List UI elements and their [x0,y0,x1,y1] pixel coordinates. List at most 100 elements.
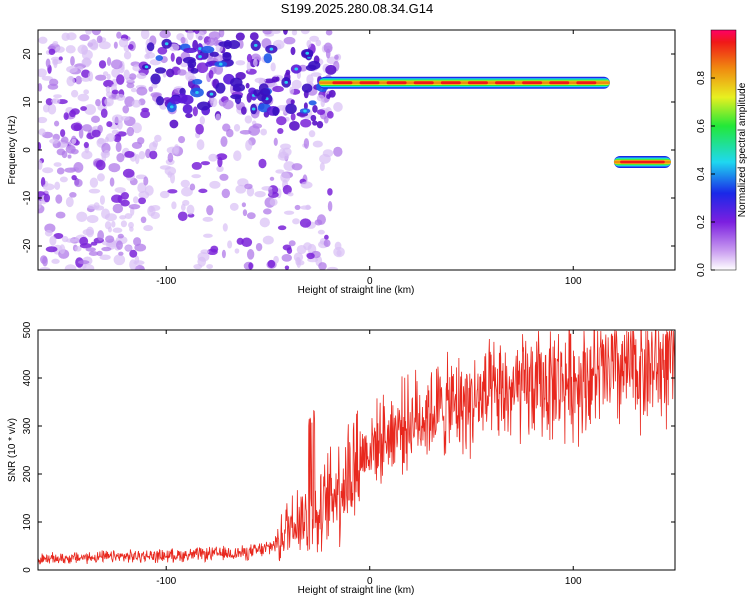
heatmap-cell [100,108,108,118]
heatmap-cell [283,210,295,215]
heatmap-cell [124,213,133,219]
heatmap-hot-cell [196,101,211,111]
heatmap-cell [129,226,134,232]
heatmap-cell [99,254,111,261]
heatmap-cell [70,56,75,66]
heatmap-cell [143,225,154,232]
heatmap-cell [98,41,111,50]
heatmap-cell [254,190,266,198]
heatmap-cell [82,264,95,270]
colorbar-tick-label: 0.4 [696,167,707,181]
heatmap-cell [111,220,116,228]
heatmap-cell [58,56,63,61]
heatmap-cell [81,69,91,78]
heatmap-cell [326,94,331,100]
heatmap-cell [303,138,310,149]
heatmap-peak-cell [169,105,174,109]
snr-y-tick-label: 200 [22,465,33,482]
heatmap-cell [116,74,125,85]
heatmap-cell [312,104,318,113]
snr-x-tick-label: -100 [156,576,176,587]
heatmap-cell [85,247,96,252]
heatmap-cell [38,142,42,151]
heatmap-cell [66,32,77,41]
colorbar-tick-label: 0.8 [696,71,707,85]
heatmap-hot-cell [230,77,243,88]
heatmap-cell [245,139,253,151]
heatmap-cell [210,245,219,253]
heatmap-cell [59,176,68,183]
heatmap-cell [88,71,94,82]
heatmap-cell [38,199,42,209]
heatmap-cell [103,149,110,156]
heatmap-cell [111,129,119,135]
heatmap-cell [96,35,103,44]
heatmap-cell [246,53,253,63]
heatmap-hot-cell [182,104,193,114]
spectrogram-y-tick-label: 10 [22,96,33,108]
heatmap-cell [74,245,82,252]
heatmap-cell [319,153,331,164]
heatmap-cell [289,120,300,131]
heatmap-cell [151,83,158,89]
heatmap-cell [289,86,295,95]
chart-title: S199.2025.280.08.34.G14 [281,1,434,16]
heatmap-cell [40,255,48,264]
heatmap-cell [126,82,135,89]
heatmap-cell [42,167,54,174]
heatmap-cell [47,45,56,51]
track-core [495,81,516,85]
heatmap-cell [118,251,124,256]
heatmap-cell [134,153,140,165]
heatmap-cell [275,169,285,174]
heatmap-cell [185,71,195,82]
colorbar-ticks: 0.0 0.2 0.4 0.6 0.8 [696,71,715,277]
heatmap-cell [200,161,211,166]
heatmap-cell [49,138,60,144]
heatmap-cell [55,194,63,204]
heatmap-cell [283,36,296,45]
heatmap-cell [180,62,188,68]
heatmap-cell [327,188,333,196]
heatmap-cell [269,176,275,181]
heatmap-cell [51,98,61,104]
heatmap-cell [246,61,251,72]
heatmap-cell [180,36,186,44]
heatmap-cell [195,123,204,135]
heatmap-cell [290,112,296,121]
heatmap-cell [120,192,130,200]
heatmap-cell [120,220,128,228]
heatmap-cell [106,73,111,81]
heatmap-cell [65,45,76,54]
heatmap-cell [262,30,273,35]
heatmap-cell [312,120,318,126]
heatmap-hot-cell [190,67,199,74]
heatmap-cell [291,79,302,90]
heatmap-cell [71,138,77,144]
heatmap-cell [318,262,327,270]
heatmap-cell [273,255,279,264]
heatmap-cell [181,186,193,197]
heatmap-cell [203,233,213,238]
heatmap-cell [65,196,74,208]
heatmap-cell [74,178,83,188]
heatmap-cell [81,150,93,160]
heatmap-cell [55,211,66,219]
heatmap-hot-cell [183,47,198,54]
heatmap-cell [245,82,250,89]
heatmap-cell [105,235,115,243]
heatmap-cell [323,239,331,248]
snr-panel: -100 0 100 0 100 200 300 400 500 Height of strai… [7,321,676,596]
heatmap-peak-cell [294,67,299,71]
heatmap-cell [95,98,101,107]
heatmap-cell [186,204,195,215]
heatmap-cell [277,151,290,161]
heatmap-cell [91,115,100,123]
heatmap-hot-cell [146,42,155,52]
heatmap-cell [63,112,69,121]
heatmap-cell [130,87,137,93]
heatmap-cell [192,106,198,117]
heatmap-cell [112,227,123,233]
heatmap-hot-cell [205,61,213,67]
